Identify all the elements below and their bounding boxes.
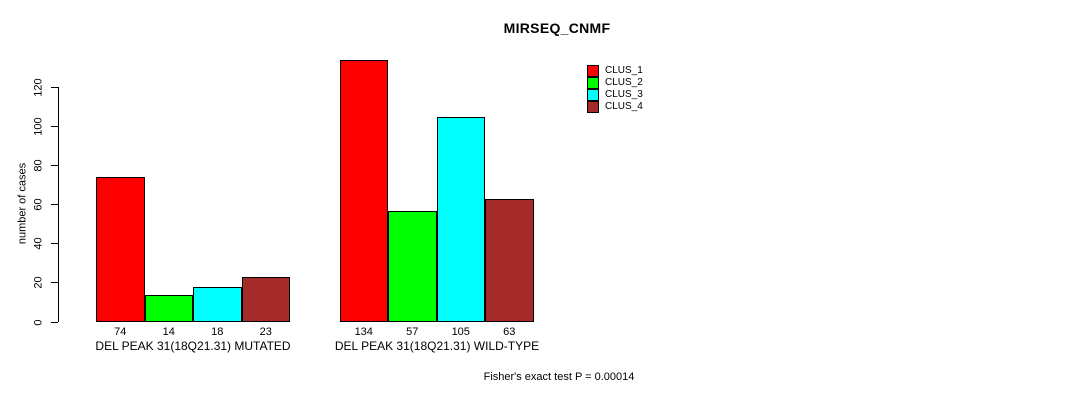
bar-clus_2-group1 [144,294,193,322]
y-tick-label: 60 [32,198,45,211]
y-tick-mark [51,86,58,88]
bar-clus_2-group2 [388,210,437,322]
legend-label: CLUS_4 [605,101,643,112]
y-tick-label: 120 [32,78,45,97]
legend: CLUS_1 CLUS_2 CLUS_3 CLUS_4 [587,64,643,113]
bar-value-label: 134 [354,326,373,338]
legend-swatch-clus_1 [587,64,599,77]
bar-clus_1-group1 [96,177,145,322]
legend-item-clus_1: CLUS_1 [587,64,643,77]
fisher-test-annotation: Fisher's exact test P = 0.00014 [483,371,635,383]
bar-value-label: 57 [406,326,419,338]
y-tick-mark [51,204,58,206]
bar-value-label: 23 [259,326,272,338]
bar-value-label: 74 [114,326,127,338]
bar-clus_4-group2 [485,198,534,322]
bar-value-label: 105 [451,326,470,338]
bar-value-label: 18 [211,326,224,338]
y-tick-label: 0 [32,318,45,326]
y-tick-label: 100 [32,117,45,136]
y-tick-mark [51,165,58,167]
y-tick-mark [51,243,58,245]
legend-item-clus_4: CLUS_4 [587,100,643,113]
legend-label: CLUS_1 [605,65,643,76]
legend-swatch-clus_2 [587,76,599,89]
bar-clus_3-group2 [436,116,485,322]
bar-clus_1-group2 [339,60,388,322]
y-axis-title: number of cases [16,162,29,245]
bar-clus_3-group1 [193,286,242,322]
chart-title: MIRSEQ_CNMF [503,20,611,36]
legend-swatch-clus_3 [587,88,599,101]
y-tick-mark [51,126,58,127]
legend-swatch-clus_4 [587,100,599,113]
y-axis-line [58,87,59,322]
y-tick-mark [51,282,58,284]
bar-value-label: 14 [162,326,175,338]
legend-item-clus_3: CLUS_3 [587,88,643,101]
bar-clus_4-group1 [241,277,290,322]
y-tick-label: 40 [32,237,45,250]
legend-label: CLUS_2 [605,77,643,88]
legend-label: CLUS_3 [605,89,643,100]
bar-value-label: 63 [503,326,516,338]
legend-item-clus_2: CLUS_2 [587,76,643,89]
group-label-wild-type: DEL PEAK 31(18Q21.31) WILD-TYPE [334,339,540,353]
y-tick-mark [51,321,58,323]
group-label-mutated: DEL PEAK 31(18Q21.31) MUTATED [95,339,291,353]
y-tick-label: 20 [32,276,45,290]
y-tick-label: 80 [32,159,45,172]
